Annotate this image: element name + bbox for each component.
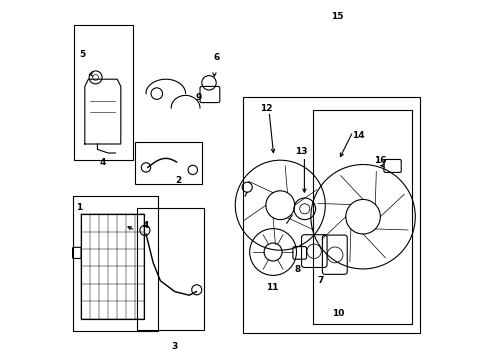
Text: 16: 16 — [374, 156, 386, 165]
Text: 2: 2 — [175, 176, 181, 185]
Text: 8: 8 — [294, 266, 300, 275]
Bar — [73, 196, 157, 331]
Text: 1: 1 — [75, 202, 82, 212]
Text: 15: 15 — [331, 12, 343, 21]
Text: 4: 4 — [99, 158, 106, 167]
Text: 3: 3 — [172, 342, 178, 351]
Text: 11: 11 — [266, 284, 279, 292]
Text: 12: 12 — [260, 104, 273, 113]
Bar — [81, 214, 144, 319]
Bar — [243, 97, 419, 333]
Text: 10: 10 — [332, 309, 345, 318]
Text: 4: 4 — [143, 220, 149, 230]
Text: 6: 6 — [213, 53, 220, 62]
Text: 9: 9 — [195, 93, 201, 102]
Bar — [135, 142, 202, 184]
Bar — [74, 25, 133, 160]
Text: 14: 14 — [352, 131, 365, 140]
Text: 7: 7 — [318, 276, 324, 285]
Text: 5: 5 — [79, 50, 85, 59]
Bar — [137, 208, 204, 330]
Bar — [314, 110, 413, 324]
Text: 13: 13 — [294, 147, 307, 156]
